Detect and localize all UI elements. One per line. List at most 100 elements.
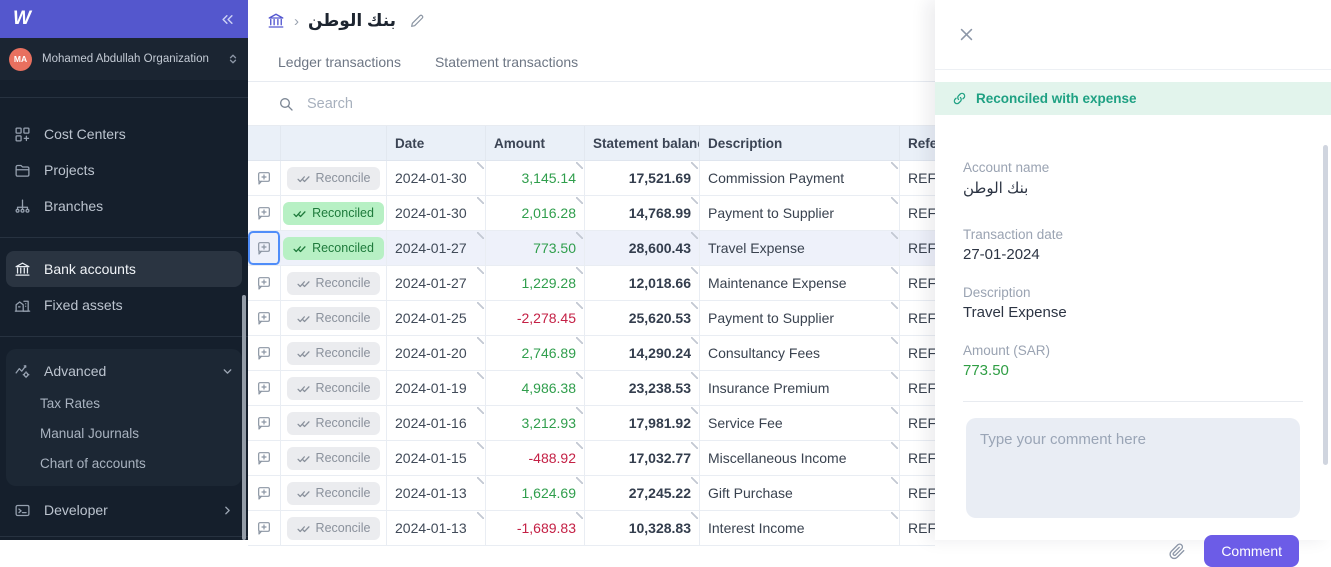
field-amount: Amount (SAR) 773.50 bbox=[963, 343, 1303, 379]
statement-balance-cell: 17,521.69 bbox=[585, 161, 700, 195]
detail-panel: Reconciled with expense Account name بنك… bbox=[935, 0, 1331, 567]
reconcile-button[interactable]: Reconcile bbox=[286, 481, 381, 505]
table-row[interactable]: Reconcile 2024-01-15 -488.92 17,032.77 M… bbox=[248, 441, 935, 476]
sidebar-item-bank-accounts[interactable]: Bank accounts bbox=[6, 251, 242, 287]
table-row[interactable]: Reconciled 2024-01-30 2,016.28 14,768.99… bbox=[248, 196, 935, 231]
double-check-icon bbox=[296, 315, 310, 322]
field-value: Travel Expense bbox=[963, 304, 1067, 321]
table-row[interactable]: Reconcile 2024-01-27 1,229.28 12,018.66 … bbox=[248, 266, 935, 301]
sidebar-item-branches[interactable]: Branches bbox=[0, 188, 248, 224]
reconcile-button[interactable]: Reconcile bbox=[286, 446, 381, 470]
edit-icon[interactable] bbox=[409, 13, 425, 29]
reconcile-button[interactable]: Reconcile bbox=[286, 376, 381, 400]
bank-icon[interactable] bbox=[267, 12, 285, 30]
comment-input[interactable] bbox=[966, 418, 1300, 518]
add-comment-cell[interactable] bbox=[248, 441, 281, 475]
column-header-amount[interactable]: Amount bbox=[486, 126, 585, 160]
table-row[interactable]: Reconcile 2024-01-30 3,145.14 17,521.69 … bbox=[248, 161, 935, 196]
date-cell: 2024-01-30 bbox=[387, 196, 486, 230]
reconcile-button[interactable]: Reconcile bbox=[286, 411, 381, 435]
organization-selector[interactable]: MA Mohamed Abdullah Organization bbox=[0, 38, 248, 80]
tab-statement-transactions[interactable]: Statement transactions bbox=[434, 53, 579, 70]
sidebar-item-chart-of-accounts[interactable]: Chart of accounts bbox=[40, 455, 146, 471]
sidebar-item-advanced[interactable]: Advanced bbox=[6, 354, 242, 388]
table-row[interactable]: Reconcile 2024-01-16 3,212.93 17,981.92 … bbox=[248, 406, 935, 441]
add-comment-cell[interactable] bbox=[248, 511, 281, 545]
reconcile-cell: Reconcile bbox=[281, 476, 387, 510]
reconcile-button[interactable]: Reconcile bbox=[286, 516, 381, 540]
reconcile-label: Reconcile bbox=[315, 521, 371, 535]
sidebar-item-manual-journals[interactable]: Manual Journals bbox=[40, 425, 140, 441]
reference-cell: REF- bbox=[908, 380, 935, 396]
statement-balance-cell: 14,768.99 bbox=[585, 196, 700, 230]
tab-ledger-transactions[interactable]: Ledger transactions bbox=[278, 53, 401, 70]
add-comment-cell[interactable] bbox=[248, 336, 281, 370]
date-cell: 2024-01-25 bbox=[387, 301, 486, 335]
sidebar-item-tax-rates[interactable]: Tax Rates bbox=[40, 395, 101, 411]
search-input[interactable] bbox=[307, 95, 905, 112]
sidebar-item-projects[interactable]: Projects bbox=[0, 152, 248, 188]
reconcile-cell: Reconcile bbox=[281, 441, 387, 475]
add-comment-cell[interactable] bbox=[248, 231, 281, 265]
reconcile-button[interactable]: Reconciled bbox=[283, 201, 384, 225]
comment-plus-icon bbox=[258, 522, 270, 535]
add-comment-cell[interactable] bbox=[248, 196, 281, 230]
description-cell: Insurance Premium bbox=[700, 371, 900, 405]
add-comment-cell[interactable] bbox=[248, 161, 281, 195]
sidebar-item-label: Cost Centers bbox=[44, 126, 126, 142]
add-comment-cell[interactable] bbox=[248, 476, 281, 510]
page-title: بنك الوطن bbox=[308, 11, 397, 30]
description-cell: Travel Expense bbox=[700, 231, 900, 265]
close-icon[interactable] bbox=[958, 26, 975, 43]
column-header-statement-balance[interactable]: Statement balance bbox=[585, 126, 700, 160]
date-cell: 2024-01-27 bbox=[387, 266, 486, 300]
sidebar-item-fixed-assets[interactable]: Fixed assets bbox=[0, 287, 248, 323]
amount-cell: 1,229.28 bbox=[486, 266, 585, 300]
reconcile-label: Reconciled bbox=[312, 241, 374, 255]
table-row[interactable]: Reconcile 2024-01-13 -1,689.83 10,328.83… bbox=[248, 511, 935, 546]
date-cell: 2024-01-13 bbox=[387, 476, 486, 510]
statement-balance-cell: 10,328.83 bbox=[585, 511, 700, 545]
sidebar-topbar: W bbox=[0, 0, 248, 38]
sidebar-item-cost-centers[interactable]: Cost Centers bbox=[0, 116, 248, 152]
reconcile-button[interactable]: Reconcile bbox=[286, 341, 381, 365]
column-header-date[interactable]: Date bbox=[387, 126, 486, 160]
table-row[interactable]: Reconcile 2024-01-25 -2,278.45 25,620.53… bbox=[248, 301, 935, 336]
sidebar-item-developer[interactable]: Developer bbox=[0, 492, 248, 528]
amount-cell: -488.92 bbox=[486, 441, 585, 475]
divider bbox=[0, 97, 248, 98]
add-comment-cell[interactable] bbox=[248, 266, 281, 300]
trend-gear-icon bbox=[14, 363, 31, 380]
table-row[interactable]: Reconciled 2024-01-27 773.50 28,600.43 T… bbox=[248, 231, 935, 266]
reference-cell: REF- bbox=[908, 275, 935, 291]
table-row[interactable]: Reconcile 2024-01-19 4,986.38 23,238.53 … bbox=[248, 371, 935, 406]
field-label: Account name bbox=[963, 160, 1050, 175]
column-header-description[interactable]: Description bbox=[700, 126, 900, 160]
amount-cell: 773.50 bbox=[486, 231, 585, 265]
add-comment-cell[interactable] bbox=[248, 406, 281, 440]
collapse-sidebar-icon[interactable] bbox=[220, 12, 235, 27]
double-check-icon bbox=[296, 175, 310, 182]
reconcile-button[interactable]: Reconcile bbox=[286, 306, 381, 330]
reconcile-label: Reconcile bbox=[315, 451, 371, 465]
panel-scrollbar[interactable] bbox=[1323, 145, 1328, 465]
reconcile-cell: Reconcile bbox=[281, 511, 387, 545]
reconcile-button[interactable]: Reconciled bbox=[283, 236, 384, 260]
reconcile-button[interactable]: Reconcile bbox=[286, 166, 381, 190]
reference-cell: REF- bbox=[908, 310, 935, 326]
table-row[interactable]: Reconcile 2024-01-20 2,746.89 14,290.24 … bbox=[248, 336, 935, 371]
breadcrumb-separator: › bbox=[294, 12, 299, 30]
avatar: MA bbox=[9, 47, 32, 71]
reference-cell: REF- bbox=[908, 240, 935, 256]
amount-cell: 4,986.38 bbox=[486, 371, 585, 405]
add-comment-cell[interactable] bbox=[248, 371, 281, 405]
paperclip-icon[interactable] bbox=[1168, 542, 1186, 560]
reconcile-button[interactable]: Reconcile bbox=[286, 271, 381, 295]
description-cell: Payment to Supplier bbox=[700, 301, 900, 335]
add-comment-cell[interactable] bbox=[248, 301, 281, 335]
description-cell: Interest Income bbox=[700, 511, 900, 545]
sidebar-scrollbar[interactable] bbox=[242, 295, 246, 540]
double-check-icon bbox=[296, 280, 310, 287]
table-row[interactable]: Reconcile 2024-01-13 1,624.69 27,245.22 … bbox=[248, 476, 935, 511]
column-header-reference[interactable]: Reference bbox=[908, 136, 935, 151]
